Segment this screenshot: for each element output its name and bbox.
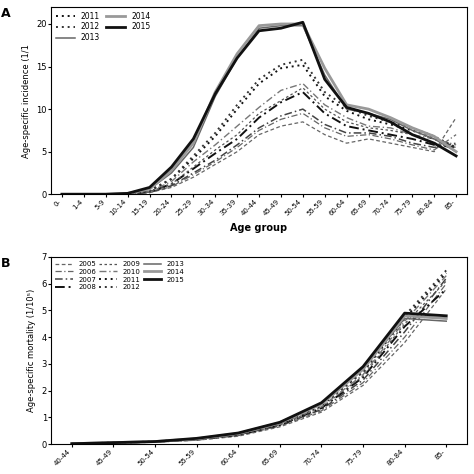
Text: B: B [1,257,10,270]
Y-axis label: Age-specific mortality (1/10⁵): Age-specific mortality (1/10⁵) [27,289,36,412]
Legend: 2005, 2006, 2007, 2008, 2009, 2010, 2011, 2012, 2013, 2014, 2015: 2005, 2006, 2007, 2008, 2009, 2010, 2011… [53,259,187,292]
X-axis label: Age group: Age group [230,223,288,233]
Text: A: A [1,7,11,20]
Y-axis label: Age-specific incidence (1/1: Age-specific incidence (1/1 [22,44,31,157]
Legend: 2011, 2012, 2013, 2014, 2015: 2011, 2012, 2013, 2014, 2015 [53,9,153,45]
